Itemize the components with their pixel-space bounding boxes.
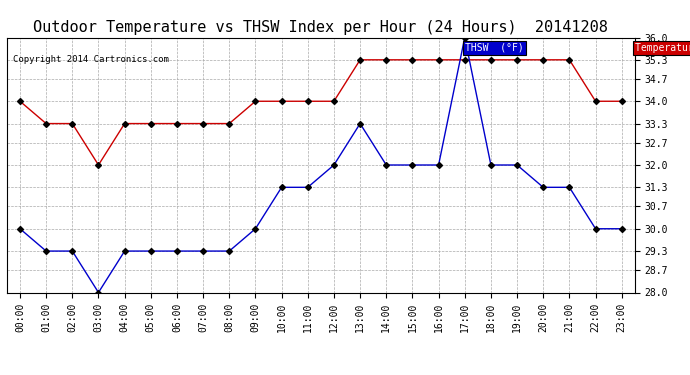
Text: Copyright 2014 Cartronics.com: Copyright 2014 Cartronics.com — [13, 56, 169, 64]
Text: Temperature  (°F): Temperature (°F) — [635, 43, 690, 52]
Title: Outdoor Temperature vs THSW Index per Hour (24 Hours)  20141208: Outdoor Temperature vs THSW Index per Ho… — [33, 20, 609, 35]
Text: THSW  (°F): THSW (°F) — [465, 43, 524, 52]
